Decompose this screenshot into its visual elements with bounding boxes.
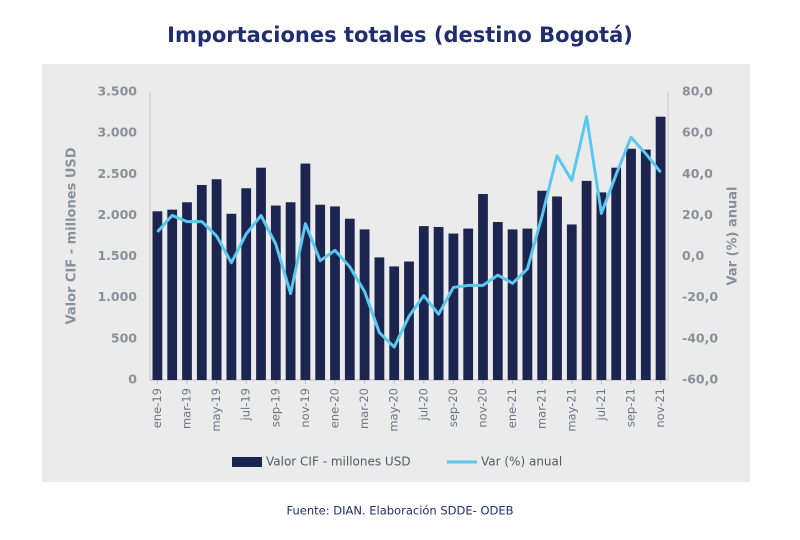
x-tick-label: jul-19 xyxy=(239,388,253,421)
y-tick-label: 1.000 xyxy=(97,289,137,304)
bar xyxy=(655,116,666,380)
bar xyxy=(492,222,503,380)
bar xyxy=(167,209,178,380)
line-series xyxy=(156,115,662,349)
x-tick-label: may-21 xyxy=(564,388,578,432)
x-tick-label: nov-19 xyxy=(298,388,312,428)
x-tick-label: sep-21 xyxy=(624,388,638,427)
x-tick-label: jul-20 xyxy=(416,388,430,421)
bar xyxy=(433,226,444,380)
bar xyxy=(552,196,562,380)
bar xyxy=(566,224,577,380)
bar xyxy=(640,149,651,380)
x-tick-label: jul-21 xyxy=(594,388,608,421)
bar xyxy=(581,180,592,380)
bar xyxy=(315,204,326,380)
bar xyxy=(182,202,192,380)
y-tick-label: 2.000 xyxy=(97,207,137,222)
bar xyxy=(522,228,533,380)
y2-tick-label: -40,0 xyxy=(682,330,718,345)
bar xyxy=(330,206,340,380)
x-tick-label: mar-20 xyxy=(357,388,371,429)
bar xyxy=(300,163,311,380)
x-tick-label: ene-19 xyxy=(150,388,164,428)
chart-title: Importaciones totales (destino Bogotá) xyxy=(167,23,633,47)
bar xyxy=(389,266,400,380)
bar xyxy=(626,148,636,380)
bar xyxy=(537,190,548,380)
bar xyxy=(270,205,281,380)
y2-tick-label: 0,0 xyxy=(682,248,704,263)
bar xyxy=(404,261,414,380)
bar xyxy=(152,211,163,380)
x-tick-label: mar-21 xyxy=(535,388,549,429)
y-tick-label: 3.500 xyxy=(97,84,137,99)
bar xyxy=(226,213,237,380)
x-tick-label: may-19 xyxy=(209,388,223,432)
legend-swatch xyxy=(232,457,262,467)
x-tick-label: nov-20 xyxy=(476,388,490,428)
legend-label: Valor CIF - millones USD xyxy=(266,455,411,469)
bar xyxy=(448,233,459,380)
y2-tick-label: 60,0 xyxy=(682,125,713,140)
x-tick-label: may-20 xyxy=(387,388,401,432)
x-tick-label: sep-20 xyxy=(446,388,460,427)
bar xyxy=(374,257,385,380)
bar xyxy=(196,184,207,380)
x-tick-label: nov-21 xyxy=(653,388,667,428)
bar xyxy=(256,167,266,380)
y2-tick-label: 20,0 xyxy=(682,207,713,222)
y2-tick-label: -20,0 xyxy=(682,289,718,304)
bar xyxy=(507,229,518,380)
bar xyxy=(418,226,429,380)
bar xyxy=(611,167,622,380)
bar xyxy=(344,218,355,380)
source-note: Fuente: DIAN. Elaboración SDDE- ODEB xyxy=(286,504,513,518)
y2-tick-label: 40,0 xyxy=(682,166,713,181)
y-axis-title: Valor CIF - millones USD xyxy=(65,147,80,324)
bar xyxy=(463,228,474,380)
bar xyxy=(478,194,488,380)
bar xyxy=(241,188,252,380)
bar xyxy=(211,179,222,380)
x-tick-label: sep-19 xyxy=(268,388,282,427)
y-tick-label: 500 xyxy=(111,330,137,345)
bar xyxy=(596,192,607,380)
y2-tick-label: -60,0 xyxy=(682,372,718,387)
x-tick-label: ene-21 xyxy=(505,388,519,428)
bar xyxy=(359,229,370,380)
x-tick-label: mar-19 xyxy=(180,388,194,429)
legend-label: Var (%) anual xyxy=(481,455,562,469)
y-tick-label: 0 xyxy=(128,372,137,387)
y2-tick-label: 80,0 xyxy=(682,84,713,99)
y-tick-label: 1.500 xyxy=(97,248,137,263)
y-tick-label: 2.500 xyxy=(97,166,137,181)
y2-axis-title: Var (%) anual xyxy=(726,186,741,285)
x-tick-label: ene-20 xyxy=(328,388,342,428)
y-tick-label: 3.000 xyxy=(97,125,137,140)
